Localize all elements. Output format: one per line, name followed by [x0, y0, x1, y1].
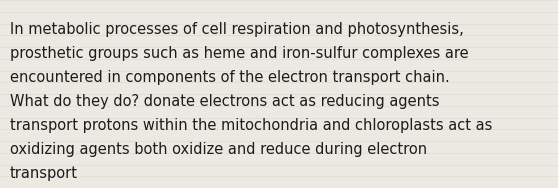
Text: oxidizing agents both oxidize and reduce during electron: oxidizing agents both oxidize and reduce…: [10, 142, 427, 157]
Text: transport: transport: [10, 166, 78, 181]
Text: encountered in components of the electron transport chain.: encountered in components of the electro…: [10, 70, 450, 85]
Text: transport protons within the mitochondria and chloroplasts act as: transport protons within the mitochondri…: [10, 118, 492, 133]
Text: In metabolic processes of cell respiration and photosynthesis,: In metabolic processes of cell respirati…: [10, 22, 464, 37]
Text: What do they do? donate electrons act as reducing agents: What do they do? donate electrons act as…: [10, 94, 440, 109]
Text: prosthetic groups such as heme and iron-sulfur complexes are: prosthetic groups such as heme and iron-…: [10, 46, 469, 61]
